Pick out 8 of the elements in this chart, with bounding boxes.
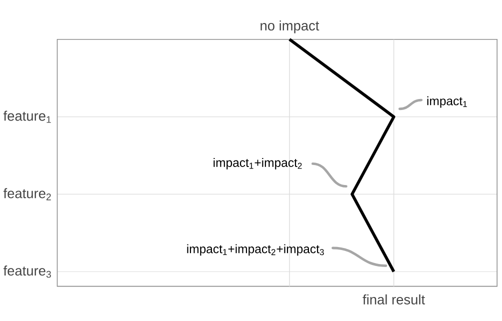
ref-line-label: no impact xyxy=(260,20,320,34)
y-tick-label: feature$_{1}$ xyxy=(3,110,51,123)
y-tick-label: feature$_{3}$ xyxy=(3,266,51,278)
annotation: impact$_{1}$+impact$_{2}$+impact$_{3}$ xyxy=(187,244,324,256)
ref-line-label: final result xyxy=(362,294,425,305)
y-tick-label: feature$_{2}$ xyxy=(3,188,51,200)
annotation: impact$_{1}$+impact$_{2}$ xyxy=(214,158,302,170)
text: impact$_{1}$ xyxy=(427,96,467,108)
